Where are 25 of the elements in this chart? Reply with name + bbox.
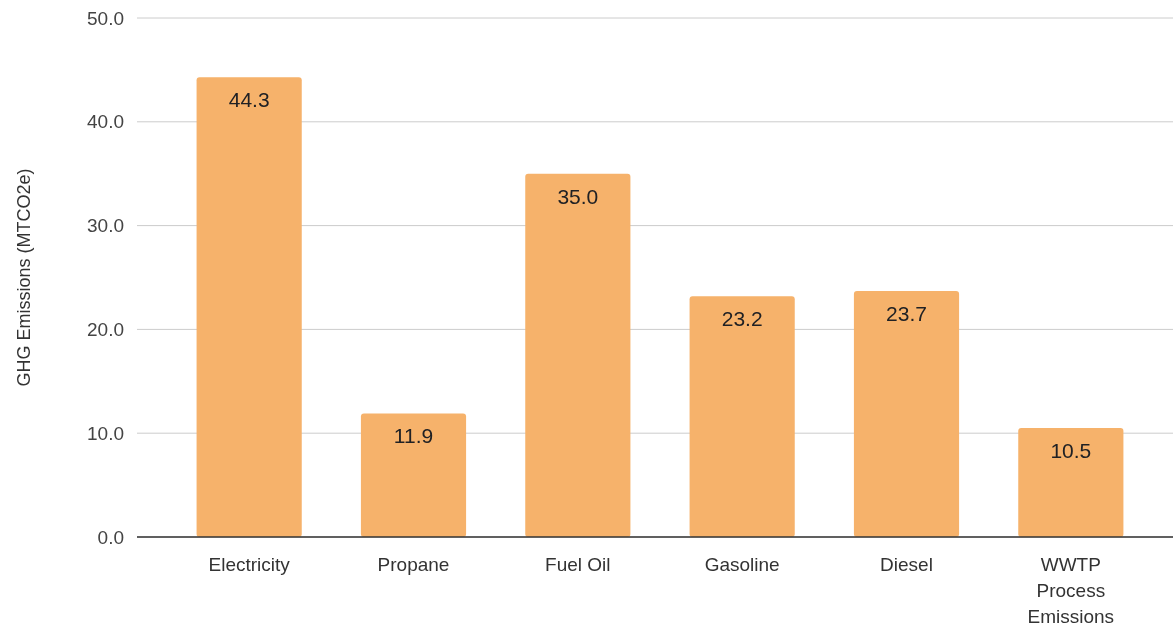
bar bbox=[689, 296, 795, 537]
bar bbox=[525, 173, 631, 537]
y-axis-title: GHG Emissions (MTCO2e) bbox=[14, 168, 34, 387]
x-tick-label: Electricity bbox=[208, 554, 291, 575]
bar bbox=[1018, 428, 1124, 537]
y-tick-label: 10.0 bbox=[87, 422, 124, 444]
y-tick-label: 0.0 bbox=[97, 526, 124, 548]
y-tick-label: 30.0 bbox=[87, 215, 124, 237]
data-label: 23.7 bbox=[886, 301, 927, 325]
data-label: 11.9 bbox=[393, 424, 434, 448]
bar bbox=[196, 77, 302, 537]
x-tick-label: Gasoline bbox=[704, 554, 780, 575]
data-label: 44.3 bbox=[228, 88, 270, 112]
data-label: 10.5 bbox=[1050, 439, 1092, 463]
y-tick-label: 20.0 bbox=[87, 319, 124, 341]
data-label: 35.0 bbox=[557, 184, 599, 208]
x-tick-label: Propane bbox=[377, 554, 450, 575]
bar bbox=[853, 290, 960, 537]
x-tick-label: Fuel Oil bbox=[545, 554, 611, 575]
y-tick-label: 40.0 bbox=[87, 111, 124, 133]
bar bbox=[360, 413, 467, 537]
data-label: 23.2 bbox=[721, 307, 763, 331]
y-tick-label: 50.0 bbox=[87, 7, 124, 29]
x-tick-label: Diesel bbox=[880, 554, 933, 575]
x-tick-label: WWTP Process Emissions bbox=[1027, 554, 1115, 627]
